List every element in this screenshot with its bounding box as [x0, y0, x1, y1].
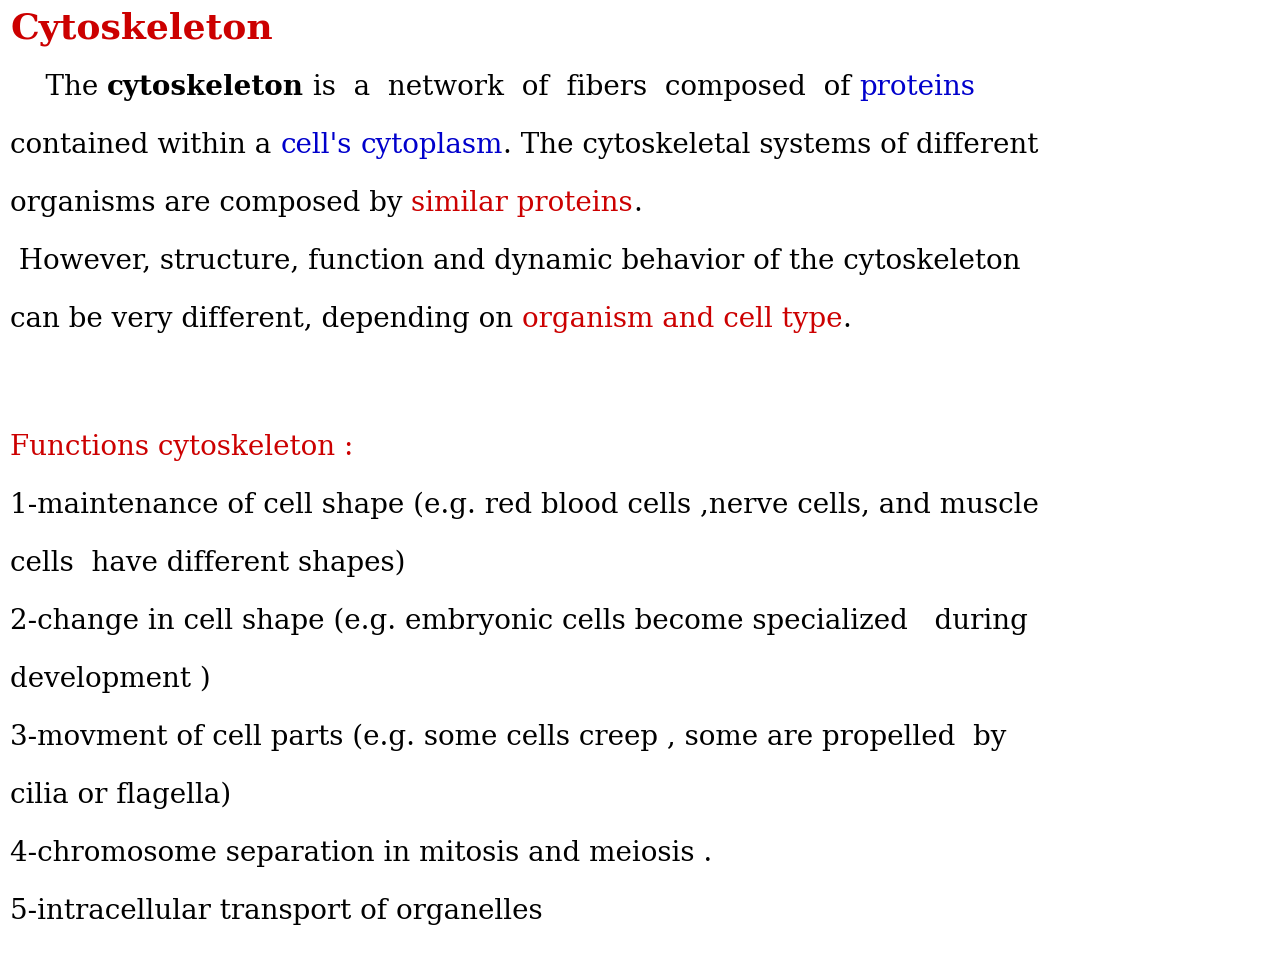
Text: 5-intracellular transport of organelles: 5-intracellular transport of organelles [10, 898, 543, 924]
Text: similar proteins: similar proteins [411, 190, 634, 217]
Text: contained within a: contained within a [10, 132, 280, 159]
Text: 1-maintenance of cell shape (e.g. red blood cells ,nerve cells, and muscle: 1-maintenance of cell shape (e.g. red bl… [10, 492, 1039, 519]
Text: development ): development ) [10, 665, 211, 693]
Text: 4-chromosome separation in mitosis and meiosis .: 4-chromosome separation in mitosis and m… [10, 840, 712, 867]
Text: organism and cell type: organism and cell type [522, 306, 842, 333]
Text: 3-movment of cell parts (e.g. some cells creep , some are propelled  by: 3-movment of cell parts (e.g. some cells… [10, 724, 1006, 751]
Text: cell's: cell's [280, 132, 352, 159]
Text: cytoplasm: cytoplasm [361, 132, 503, 159]
Text: is  a  network  of  fibers  composed  of: is a network of fibers composed of [305, 74, 860, 101]
Text: However, structure, function and dynamic behavior of the cytoskeleton: However, structure, function and dynamic… [10, 248, 1020, 275]
Text: The: The [10, 74, 108, 101]
Text: cilia or flagella): cilia or flagella) [10, 781, 232, 809]
Text: Cytoskeleton: Cytoskeleton [10, 12, 273, 46]
Text: . The cytoskeletal systems of different: . The cytoskeletal systems of different [503, 132, 1038, 159]
Text: Functions cytoskeleton :: Functions cytoskeleton : [10, 434, 353, 461]
Text: proteins: proteins [860, 74, 975, 101]
Text: can be very different, depending on: can be very different, depending on [10, 306, 522, 333]
Text: organisms are composed by: organisms are composed by [10, 190, 411, 217]
Text: .: . [634, 190, 641, 217]
Text: 2-change in cell shape (e.g. embryonic cells become specialized   during: 2-change in cell shape (e.g. embryonic c… [10, 608, 1028, 635]
Text: cytoskeleton: cytoskeleton [108, 74, 305, 101]
Text: cells  have different shapes): cells have different shapes) [10, 549, 406, 577]
Text: .: . [842, 306, 851, 333]
